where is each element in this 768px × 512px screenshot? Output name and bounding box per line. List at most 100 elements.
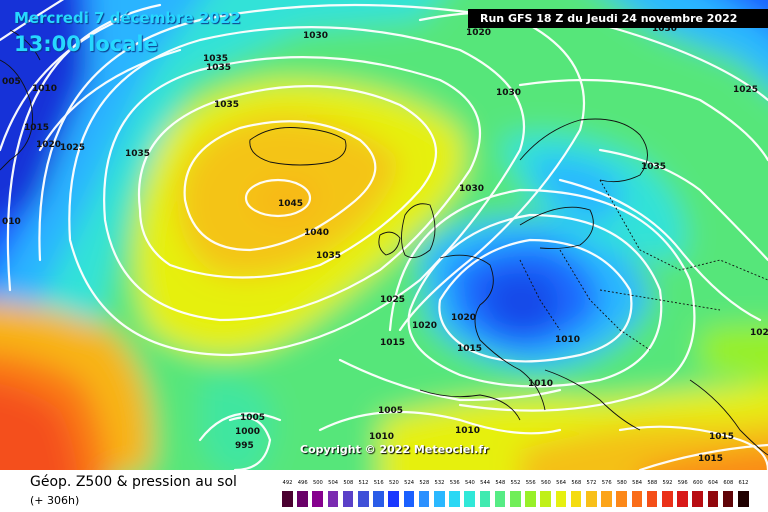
legend-label: 516 [373,480,384,486]
legend-label: 552 [510,480,521,486]
legend-labels: 492 496 500 504 508 512 516 520 524 528 532 536 540 5… [282,480,752,490]
legend-swatch [479,491,491,507]
isobar-label: 1045 [278,199,304,209]
legend-swatch [738,491,749,507]
forecast-local-time: 13:00 locale [14,32,158,56]
legend-label: 492 [282,480,293,486]
legend-swatch [297,491,308,507]
legend-label: 572 [586,480,597,486]
legend-swatch [525,491,536,507]
legend-label: 560 [540,480,551,486]
isobar-label: 010 [2,217,21,227]
lead-time: (+ 306h) [30,494,80,507]
legend-swatch [570,491,582,507]
isobar-label: 1035 [214,100,240,110]
legend-swatch [358,491,369,507]
legend-label: 604 [708,480,719,486]
copyright-notice: Copyright © 2022 Meteociel.fr [300,443,489,456]
legend-label: 600 [692,480,703,486]
isobar-label: 102 [750,328,768,338]
legend-label: 548 [495,480,506,486]
legend-swatches [282,491,752,507]
model-run-banner: Run GFS 18 Z du Jeudi 24 novembre 2022 [468,9,768,28]
isobar-label: 1025 [60,143,86,153]
coastlines [0,29,768,456]
isobar-label: 1030 [459,184,485,194]
legend-label: 520 [388,480,399,486]
legend-label: 580 [616,480,627,486]
legend-swatch [586,491,597,507]
legend-label: 536 [449,480,460,486]
legend-label: 596 [677,480,688,486]
legend-swatch [692,491,703,507]
legend-swatch [631,491,643,507]
isobar-label: 1015 [698,454,724,464]
legend-label: 504 [328,480,339,486]
legend-label: 584 [632,480,643,486]
legend-label: 592 [662,480,673,486]
legend-swatch [373,491,384,507]
footer-panel: Géop. Z500 & pression au sol (+ 306h) 49… [0,470,768,512]
isobar-label: 1025 [733,85,759,95]
isobar-label: 1020 [451,313,477,323]
isobar-label: 1025 [380,295,406,305]
legend-swatch [418,491,430,507]
legend-swatch [464,491,475,507]
isobar-label: 1010 [528,379,554,389]
legend-swatch [601,491,612,507]
legend-label: 612 [738,480,749,486]
isobar-label: 1030 [303,31,329,41]
legend-swatch [327,491,339,507]
isobar-label: 1005 [378,406,404,416]
isobar-label: 1010 [32,84,58,94]
isobar-label: 1035 [206,63,232,73]
isobar-label: 1035 [641,162,667,172]
legend-label: 576 [601,480,612,486]
isobar-label: 005 [2,77,21,87]
isobar-label: 1005 [240,413,266,423]
legend-swatch [342,491,354,507]
legend-swatch [646,491,658,507]
legend-label: 540 [464,480,475,486]
isobars [0,0,768,470]
isobar-label: 1035 [316,251,342,261]
isobar-label: 1000 [235,427,261,437]
legend-label: 500 [312,480,323,486]
legend-label: 524 [404,480,415,486]
legend-label: 608 [723,480,734,486]
geopotential-field [0,0,768,470]
isobar-label: 995 [235,441,254,451]
legend-swatch [677,491,688,507]
legend-label: 496 [297,480,308,486]
isobar-label: 1030 [652,24,678,34]
legend-swatch [510,491,521,507]
legend-swatch [555,491,567,507]
isobar-label: 1010 [455,426,481,436]
legend-swatch [616,491,627,507]
legend-swatch [312,491,323,507]
legend-swatch [540,491,551,507]
legend-label: 556 [525,480,536,486]
color-scale-legend: 492 496 500 504 508 512 516 520 524 528 532 536 540 5… [282,480,752,507]
legend-label: 528 [419,480,430,486]
legend-label: 544 [480,480,491,486]
legend-swatch [707,491,719,507]
legend-label: 568 [571,480,582,486]
legend-swatch [282,491,293,507]
legend-swatch [434,491,445,507]
legend-swatch [494,491,506,507]
legend-label: 588 [647,480,658,486]
legend-swatch [662,491,673,507]
isobar-label: 1030 [496,88,522,98]
legend-label: 564 [556,480,567,486]
isobar-label: 1015 [380,338,406,348]
isobar-label: 1020 [412,321,438,331]
legend-label: 508 [343,480,354,486]
forecast-date: Mercredi 7 décembre 2022 [14,9,241,27]
isobar-label: 1040 [304,228,330,238]
isobar-label: 1035 [125,149,151,159]
isobar-label: 1015 [709,432,735,442]
legend-label: 532 [434,480,445,486]
isobar-label: 1035 [203,54,229,64]
legend-label: 512 [358,480,369,486]
